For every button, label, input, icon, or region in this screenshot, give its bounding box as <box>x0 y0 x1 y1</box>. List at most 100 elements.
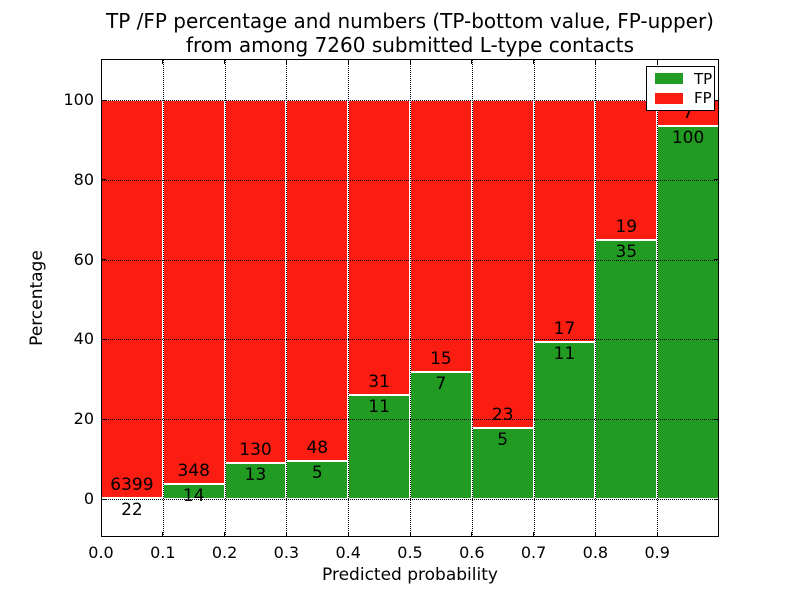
bar-fp-count-label: 6399 <box>110 474 154 495</box>
x-tick-label: 0.9 <box>644 543 670 562</box>
tp-legend-label: TP <box>694 69 713 88</box>
bar-fp-segment <box>224 100 287 463</box>
y-tick-label: 0 <box>83 489 94 508</box>
fp-legend-label: FP <box>694 89 712 108</box>
y-tick-left <box>101 498 106 500</box>
chart-title: TP /FP percentage and numbers (TP-bottom… <box>101 9 719 57</box>
x-tick-bottom <box>100 532 102 537</box>
x-tick-label: 0.0 <box>88 543 114 562</box>
bar-fp-segment <box>101 100 163 498</box>
x-tick-label: 0.1 <box>150 543 176 562</box>
y-tick-label: 80 <box>73 169 94 189</box>
bar-tp-count-label: 11 <box>368 396 390 417</box>
y-tick-right <box>714 259 719 261</box>
bar-tp-segment <box>657 126 719 499</box>
legend: TP FP <box>646 66 715 111</box>
bar-fp-segment <box>471 100 534 428</box>
x-tick-top <box>656 59 658 64</box>
bar-fp-count-label: 17 <box>553 319 576 340</box>
y-tick-left <box>101 418 106 420</box>
y-tick-right <box>714 418 719 420</box>
x-tick-bottom <box>656 532 658 537</box>
bar-fp-count-label: 348 <box>177 460 210 481</box>
bar-tp-count-label: 7 <box>435 374 447 395</box>
bar-tp-count-label: 5 <box>311 463 323 484</box>
bar-tp-segment <box>286 461 349 499</box>
y-tick-right <box>714 498 719 500</box>
bar-tp-count-label: 35 <box>615 242 638 263</box>
bar-fp-count-label: 15 <box>430 349 452 370</box>
chart-title-line2: from among 7260 submitted L-type contact… <box>185 33 635 57</box>
bar-fp-segment <box>533 100 596 343</box>
tp-legend-swatch <box>655 73 683 85</box>
x-tick-label: 0.5 <box>397 543 423 562</box>
x-gridline <box>162 59 164 537</box>
x-tick-label: 0.3 <box>273 543 300 562</box>
chart-title-line1: TP /FP percentage and numbers (TP-bottom… <box>106 9 714 33</box>
bar-tp-count-label: 22 <box>121 499 143 520</box>
bar-fp-segment <box>162 100 225 484</box>
y-axis-label: Percentage <box>27 250 47 346</box>
x-gridline <box>657 59 659 537</box>
legend-item-fp: FP <box>655 90 714 106</box>
x-tick-bottom <box>594 532 596 537</box>
bar-fp-segment <box>410 100 472 373</box>
x-tick-bottom <box>224 532 226 537</box>
y-tick-label: 100 <box>63 90 94 109</box>
bar-tp-count-label: 100 <box>671 128 705 149</box>
x-tick-top <box>162 59 164 64</box>
legend-item-tp: TP <box>655 71 714 87</box>
y-tick-right <box>714 338 719 340</box>
x-tick-top <box>347 59 349 64</box>
x-gridline <box>224 59 226 537</box>
x-tick-top <box>224 59 226 64</box>
x-tick-top <box>100 59 102 64</box>
x-tick-label: 0.8 <box>582 543 609 562</box>
x-gridline <box>410 59 411 537</box>
x-tick-top <box>409 59 411 64</box>
bar-tp-count-label: 11 <box>553 344 576 365</box>
y-tick-label: 40 <box>73 329 94 349</box>
y-tick-left <box>101 99 106 101</box>
x-tick-label: 0.7 <box>520 543 547 562</box>
bar-fp-count-label: 7 <box>682 103 694 124</box>
x-gridline <box>348 59 350 537</box>
bar-fp-count-label: 48 <box>306 438 329 459</box>
bar-fp-segment <box>595 100 658 241</box>
y-tick-left <box>101 179 106 181</box>
bar-tp-count-label: 14 <box>182 485 205 506</box>
x-tick-top <box>533 59 535 64</box>
x-tick-bottom <box>409 532 411 537</box>
x-gridline <box>471 59 473 537</box>
bar-fp-count-label: 23 <box>491 404 514 425</box>
bar-tp-segment <box>471 427 534 499</box>
x-tick-bottom <box>347 532 349 537</box>
y-tick-label: 20 <box>73 409 94 429</box>
x-gridline <box>286 59 288 537</box>
x-tick-bottom <box>285 532 287 537</box>
bar-tp-segment <box>533 342 596 499</box>
x-tick-top <box>285 59 287 64</box>
x-tick-label: 0.4 <box>335 543 361 562</box>
bar-fp-segment <box>348 100 410 395</box>
bar-fp-count-label: 19 <box>615 217 638 238</box>
y-tick-label: 60 <box>73 249 94 269</box>
x-gridline <box>533 59 535 537</box>
fp-legend-swatch <box>655 92 683 104</box>
y-tick-left <box>101 259 106 261</box>
bar-tp-segment <box>348 394 410 499</box>
bar-tp-segment <box>595 240 658 499</box>
x-tick-label: 0.6 <box>459 543 485 562</box>
x-axis-label: Predicted probability <box>322 565 498 585</box>
bar-fp-count-label: 31 <box>368 371 390 392</box>
x-tick-bottom <box>471 532 473 537</box>
y-tick-right <box>714 99 719 101</box>
bar-tp-count-label: 5 <box>497 429 509 450</box>
bar-fp-count-label: 130 <box>239 439 272 460</box>
y-tick-right <box>714 179 719 181</box>
x-tick-bottom <box>162 532 164 537</box>
bar-tp-count-label: 13 <box>244 464 267 485</box>
x-gridline <box>595 59 597 537</box>
x-tick-label: 0.2 <box>211 543 238 562</box>
